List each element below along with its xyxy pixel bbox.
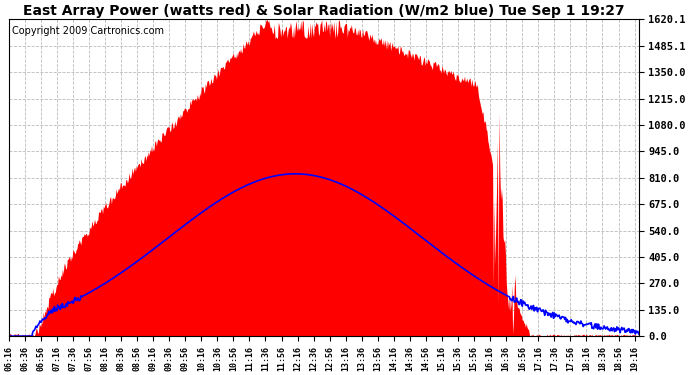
Text: Copyright 2009 Cartronics.com: Copyright 2009 Cartronics.com — [12, 26, 164, 36]
Title: East Array Power (watts red) & Solar Radiation (W/m2 blue) Tue Sep 1 19:27: East Array Power (watts red) & Solar Rad… — [23, 4, 624, 18]
